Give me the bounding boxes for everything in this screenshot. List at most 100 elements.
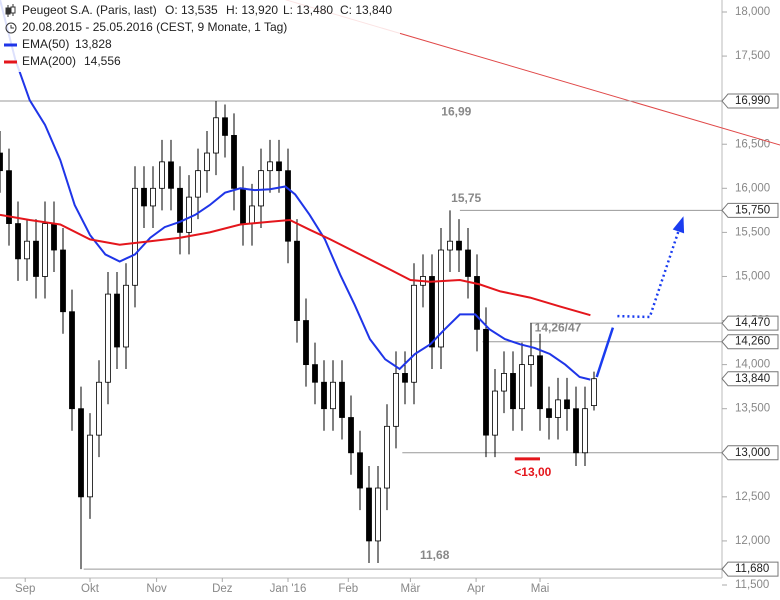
candle-body <box>555 399 561 418</box>
candle-body <box>438 249 444 348</box>
last-price-box <box>721 371 779 387</box>
clock-hands <box>10 25 14 29</box>
legend-label: EMA(200) <box>22 54 76 68</box>
annotation: 14,26/47 <box>535 321 582 335</box>
candle-body <box>546 408 552 418</box>
legend-value: 14,556 <box>84 54 121 68</box>
candle-body <box>357 452 363 489</box>
candle-body <box>60 249 66 313</box>
candle-body <box>141 187 147 207</box>
level-label: 15,750 <box>735 204 770 216</box>
candle-body <box>213 117 219 154</box>
candle-body <box>204 152 210 172</box>
candle-body <box>96 381 102 436</box>
x-tick-label: Mai <box>531 583 550 595</box>
candle-body <box>573 408 579 454</box>
y-tick-label: 14,000 <box>735 359 770 371</box>
candle-body <box>87 434 93 498</box>
candle-body <box>330 381 336 410</box>
subtitle: 20.08.2015 - 25.05.2016 (CEST, 9 Monate,… <box>22 20 287 34</box>
level-label: 13,000 <box>735 447 770 459</box>
level-label: 14,470 <box>735 317 770 329</box>
candle-body <box>78 408 84 498</box>
candle-body <box>159 161 165 189</box>
candle-body <box>537 355 543 410</box>
annotation: 11,68 <box>420 548 450 562</box>
y-tick-label: 12,500 <box>735 491 770 503</box>
y-tick-label: 17,500 <box>735 50 770 62</box>
x-tick-label: Dez <box>212 583 233 595</box>
y-tick-label: 15,000 <box>735 270 770 282</box>
candle-body <box>150 187 156 207</box>
candle-body <box>591 378 597 407</box>
level-box <box>721 202 779 218</box>
level-box <box>721 334 779 350</box>
candle-body <box>69 311 75 410</box>
candle-body <box>456 240 462 251</box>
title: Peugeot S.A. (Paris, last) <box>22 3 157 17</box>
candle-body <box>258 170 264 207</box>
candle-body <box>528 355 534 366</box>
candle-body <box>339 381 345 418</box>
level-label: 16,990 <box>735 95 770 107</box>
candle-body <box>465 249 471 277</box>
x-tick-label: Nov <box>146 583 167 595</box>
legend-value: 13,828 <box>75 37 112 51</box>
candle-body <box>348 417 354 454</box>
candle-body <box>285 170 291 242</box>
candle-body <box>132 187 138 286</box>
candle-body <box>303 320 309 366</box>
candle-icon <box>5 4 16 17</box>
candle-body <box>519 364 525 410</box>
clock-icon <box>5 22 17 34</box>
candle-body <box>195 170 201 198</box>
y-tick-label: 16,000 <box>735 182 770 194</box>
level-box <box>721 93 779 109</box>
candle-body <box>393 373 399 427</box>
y-tick-label: 13,500 <box>735 403 770 415</box>
candle-body <box>321 381 327 410</box>
candle-body <box>0 152 3 172</box>
x-tick-label: Sep <box>15 583 35 595</box>
candle-body <box>312 364 318 383</box>
candle-body <box>492 390 498 436</box>
candle-body <box>114 293 120 348</box>
candle-body <box>240 187 246 224</box>
projection-dotted <box>617 219 684 319</box>
candle-body <box>168 161 174 189</box>
candle-body <box>15 223 21 260</box>
candle-body <box>123 284 129 348</box>
candle-body <box>6 170 12 224</box>
candle-body <box>384 425 390 489</box>
projection-solid <box>595 327 615 378</box>
candle-body <box>51 223 57 251</box>
y-tick-label: 16,500 <box>735 138 770 150</box>
y-tick-label: 18,000 <box>735 6 770 18</box>
candle-body <box>510 373 516 410</box>
candle-body <box>366 487 372 542</box>
level-box <box>721 445 779 461</box>
candle-body <box>177 187 183 233</box>
level-label: 14,260 <box>735 336 770 348</box>
candle-body <box>267 161 273 172</box>
annotation: 16,99 <box>441 105 471 119</box>
ohlc-label: H: 13,920 <box>226 3 278 17</box>
candle-body <box>447 240 453 251</box>
x-tick-label: Jan '16 <box>270 583 307 595</box>
x-tick-label: Apr <box>467 583 485 595</box>
ohlc-label: L: 13,480 <box>283 3 333 17</box>
candle-body <box>24 240 30 260</box>
ohlc-label: O: 13,535 <box>165 3 218 17</box>
candle-body <box>582 408 588 454</box>
legend-bg <box>0 0 400 72</box>
annotation: 15,75 <box>451 191 481 205</box>
level-box <box>721 561 779 577</box>
candle-body <box>222 117 228 136</box>
annotation: <13,00 <box>514 465 551 479</box>
candle-body <box>375 487 381 542</box>
y-tick-label: 15,500 <box>735 226 770 238</box>
ohlc-label: C: 13,840 <box>340 3 392 17</box>
candle-body <box>564 399 570 410</box>
